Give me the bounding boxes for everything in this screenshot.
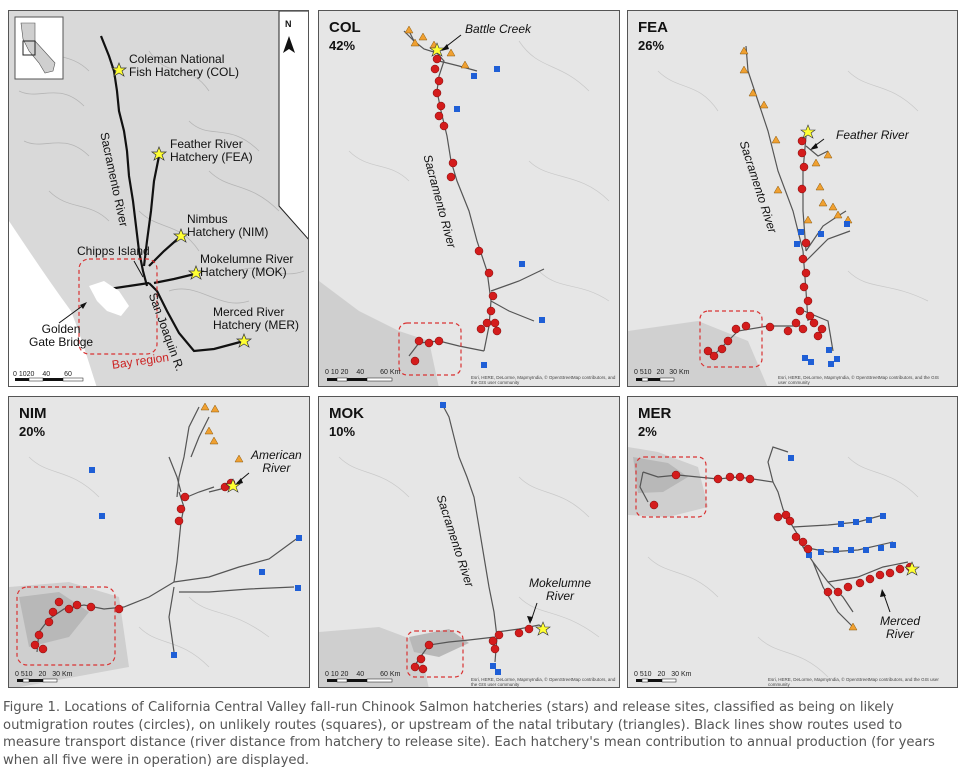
panel-nim-map <box>9 402 302 687</box>
figure-caption: Figure 1. Locations of California Centra… <box>3 700 935 768</box>
overview-map: N Coleman National Fish Hatchery (COL) Fe… <box>8 10 309 387</box>
map-credit: Esri, HERE, DeLorme, MapmyIndia, © OpenS… <box>778 375 939 385</box>
panel-percent: 26% <box>638 38 665 53</box>
panel-fea: FEA 26% Feather River Sacramento River 0… <box>627 10 958 387</box>
overview-map-graphic <box>9 11 308 386</box>
hatchery-river-label: Merced River <box>880 614 921 641</box>
panel-nim: NIM 20% American River 0 510 20 30 Km <box>8 396 310 688</box>
overview-scale-bar <box>15 377 84 382</box>
golden-gate-label: Golden Gate Bridge <box>29 322 94 349</box>
panel-code: MOK <box>329 405 364 422</box>
hatchery-river-label: American River <box>251 448 302 475</box>
panel-mok: MOK 10% Sacramento River Mokelumne River … <box>318 396 620 688</box>
panel-code: MER <box>638 405 672 422</box>
panel-code: COL <box>329 19 361 36</box>
mok-scale-labels: 0 10 20 40 60 Km <box>325 671 401 678</box>
nim-scale-bar <box>17 678 58 683</box>
panel-mer-map <box>628 446 920 683</box>
hatchery-river-label: Feather River <box>836 128 909 142</box>
fea-scale-bar <box>636 377 675 382</box>
map-credit: Esri, HERE, DeLorme, MapmyIndia, © OpenS… <box>471 375 616 385</box>
mer-scale-bar <box>636 678 677 683</box>
mok-scale-bar <box>327 678 393 683</box>
hatchery-label-col: Coleman National Fish Hatchery (COL) <box>129 52 240 79</box>
map-credit: Esri, HERE, DeLorme, MapmyIndia, © OpenS… <box>768 677 939 687</box>
panel-fea-map <box>628 45 929 386</box>
col-scale-bar <box>327 377 393 382</box>
panel-code: NIM <box>19 405 47 422</box>
hatchery-label-mer: Merced River Hatchery (MER) <box>213 305 300 332</box>
hatchery-label-mok: Mokelumne River Hatchery (MOK) <box>200 252 294 279</box>
hatchery-label-nim: Nimbus Hatchery (NIM) <box>187 212 269 239</box>
panel-col: COL 42% Battle Creek Sacramento River 0 … <box>318 10 620 387</box>
panel-percent: 42% <box>329 38 356 53</box>
panel-percent: 2% <box>638 424 657 439</box>
mer-scale-labels: 0 510 20 30 Km <box>634 671 692 678</box>
hatchery-label-fea: Feather River Hatchery (FEA) <box>170 137 253 164</box>
nim-scale-labels: 0 510 20 30 Km <box>15 671 73 678</box>
chipps-island-label: Chipps Island <box>77 244 150 258</box>
col-scale-labels: 0 10 20 40 60 Km <box>325 369 401 376</box>
north-label: N <box>285 19 292 29</box>
panel-percent: 10% <box>329 424 356 439</box>
panel-mok-map <box>319 401 600 687</box>
hatchery-river-label: Mokelumne River <box>529 576 592 603</box>
map-credit: Esri, HERE, DeLorme, MapmyIndia, © OpenS… <box>471 677 616 687</box>
panel-mer: MER 2% Merced River 0 510 20 30 Km Esri, … <box>627 396 958 688</box>
panel-percent: 20% <box>19 424 46 439</box>
fea-scale-labels: 0 510 20 30 Km <box>634 369 690 376</box>
overview-scale-labels: 0 1020 40 60 <box>13 371 72 378</box>
hatchery-river-label: Battle Creek <box>465 22 532 36</box>
panel-code: FEA <box>638 19 668 36</box>
panel-col-map <box>319 25 610 386</box>
